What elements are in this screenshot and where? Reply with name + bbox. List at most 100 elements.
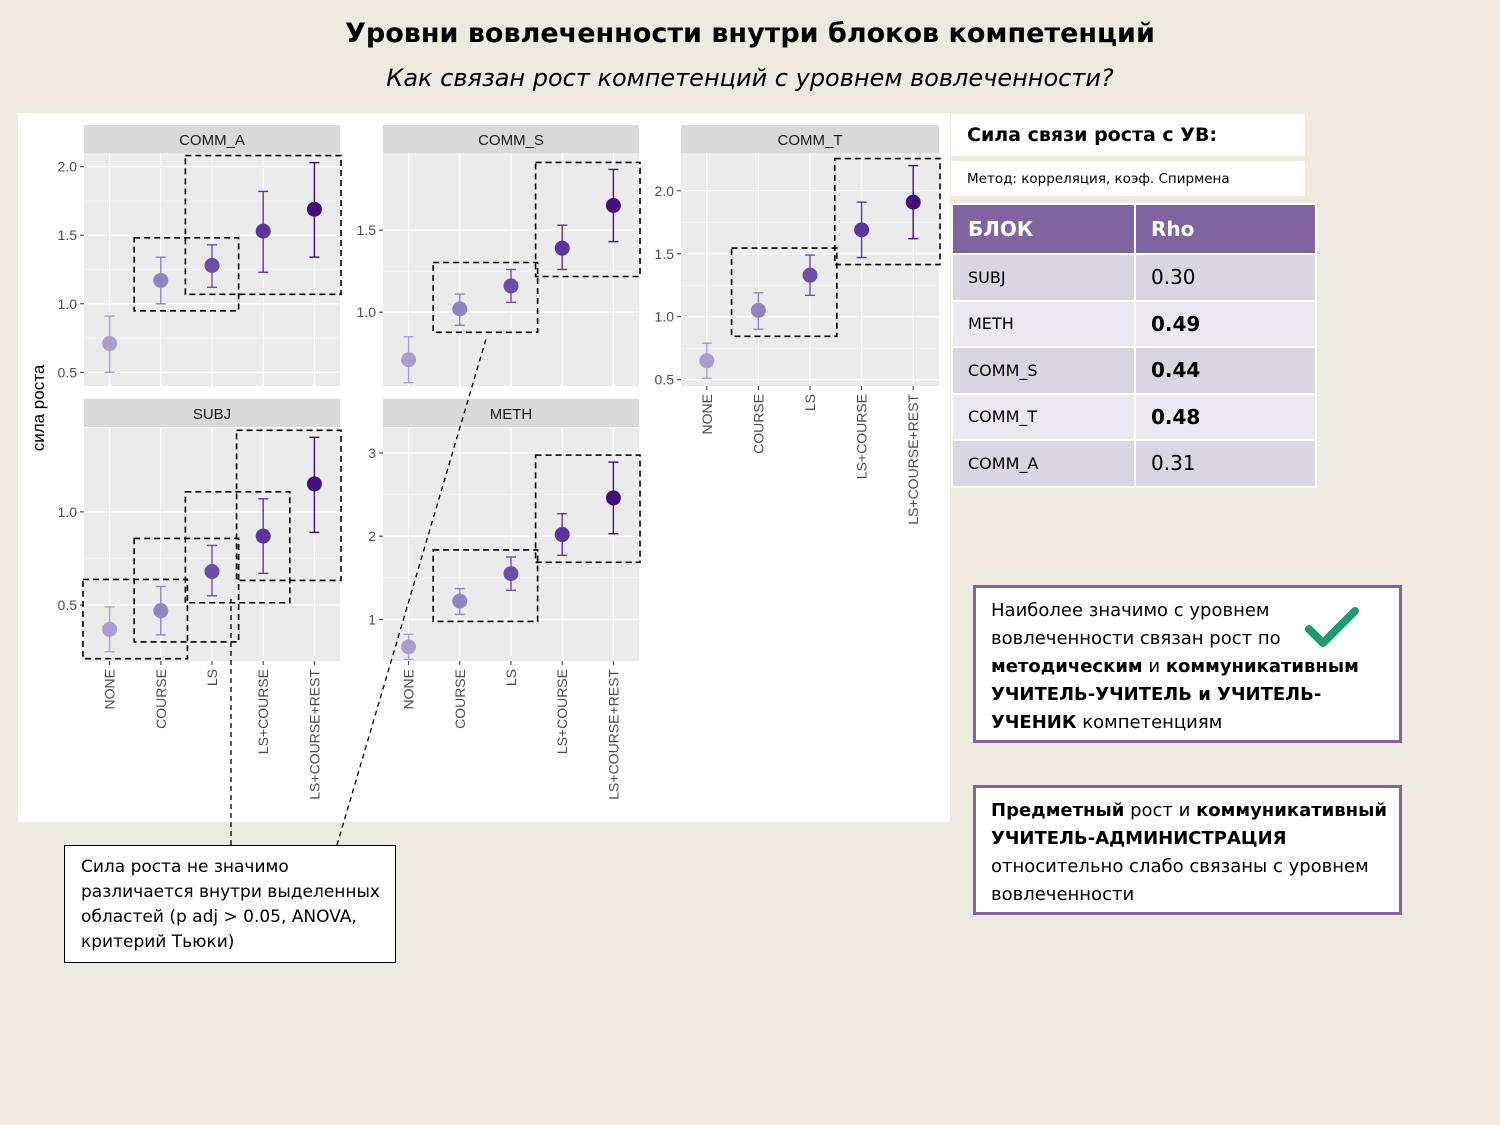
x-tick-label: LS [503, 669, 519, 686]
data-point [503, 566, 519, 582]
x-tick-label: LS [802, 394, 818, 411]
rho-block-cell: SUBJ [951, 253, 1136, 302]
conclusion-strong-callout: Наиболее значимо с уровнем вовлеченности… [973, 585, 1402, 743]
y-tick-label: 1.5 [357, 222, 377, 238]
rho-block-cell: COMM_S [951, 346, 1136, 395]
facet-meth: METH 1 2 3 NONE COURSE LS LS+COURSE LS+COURSE+RE… [368, 399, 641, 800]
table-row: COMM_S 0.44 [951, 346, 1317, 395]
faceted-plot: COMM_A 0.5 1.0 1.5 2.0 COMM_S 1.0 1.5 COMM_T 0.5 1… [18, 113, 950, 822]
data-point [699, 353, 715, 369]
facet-strip [383, 125, 639, 153]
group-box [133, 237, 240, 312]
rho-header-rho: Rho [1134, 203, 1317, 255]
rho-value-cell: 0.44 [1134, 346, 1317, 395]
x-tick-label: NONE [401, 669, 417, 709]
page-subtitle: Как связан рост компетенций с уровнем во… [386, 64, 1114, 92]
data-point [452, 301, 468, 317]
y-tick-label: 3 [368, 445, 376, 461]
group-box [730, 247, 838, 338]
data-point [102, 621, 118, 637]
data-point [605, 198, 621, 214]
data-point [255, 528, 271, 544]
data-point [204, 564, 220, 580]
check-icon [1305, 607, 1359, 647]
rho-value-cell: 0.30 [1134, 253, 1317, 302]
group-box [184, 154, 342, 296]
callout-text: компетенциям [1076, 712, 1223, 733]
rho-header-block: БЛОК [951, 203, 1136, 255]
callout-text: относительно слабо связаны с уровнем вов… [991, 856, 1369, 905]
facet-strip [681, 125, 939, 153]
table-row: METH 0.49 [951, 299, 1317, 348]
group-box [534, 454, 641, 564]
x-tick-label: LS+COURSE [554, 669, 570, 754]
data-point [905, 194, 921, 210]
x-tick-label: LS+COURSE+REST [905, 394, 921, 525]
group-box [833, 157, 941, 266]
data-point [102, 336, 118, 352]
y-tick-label: 1.5 [58, 227, 78, 243]
group-box [432, 261, 539, 334]
y-tick-label: 1.0 [58, 296, 78, 312]
data-point [306, 476, 322, 492]
data-point [401, 639, 417, 655]
table-row: SUBJ 0.30 [951, 253, 1317, 302]
callout-bold-text: методическим [991, 656, 1143, 677]
x-tick-label: LS+COURSE+REST [306, 669, 322, 800]
y-axis-title: сила роста [29, 364, 48, 451]
facet-strip-label: SUBJ [193, 406, 231, 423]
facet-strip-label: COMM_T [778, 132, 843, 149]
rho-table: БЛОК Rho SUBJ 0.30 METH 0.49 COMM_S 0.44… [951, 203, 1317, 488]
facet-strip [84, 399, 340, 427]
data-point [802, 267, 818, 283]
facet-comm-s: COMM_S 1.0 1.5 [357, 125, 641, 386]
significance-note: Сила роста не значимо различается внутри… [64, 845, 396, 963]
correlation-title: Сила связи роста с УВ: [951, 114, 1305, 156]
facet-comm-a: COMM_A 0.5 1.0 1.5 2.0 [58, 125, 342, 386]
facet-comm-t: COMM_T 0.5 1.0 1.5 2.0 NONE COURSE LS LS+COURSE L… [655, 125, 941, 525]
table-row: COMM_A 0.31 [951, 439, 1317, 488]
conclusion-weak-callout: Предметный рост и коммуникативный УЧИТЕЛ… [973, 785, 1402, 915]
y-tick-label: 2.0 [58, 159, 78, 175]
x-tick-label: COURSE [750, 394, 766, 454]
y-tick-label: 0.5 [655, 372, 675, 388]
x-tick-label: COURSE [153, 669, 169, 729]
x-tick-label: COURSE [452, 669, 468, 729]
y-tick-label: 1.0 [655, 309, 675, 325]
page-title: Уровни вовлеченности внутри блоков компе… [345, 18, 1155, 49]
rho-table-header: БЛОК Rho [951, 203, 1317, 255]
group-box [133, 537, 240, 643]
rho-block-cell: COMM_T [951, 392, 1136, 441]
data-point [605, 490, 621, 506]
data-point [401, 352, 417, 368]
x-tick-label: LS [204, 669, 220, 686]
x-tick-label: NONE [102, 669, 118, 709]
group-box [82, 578, 189, 660]
callout-bold-text: коммуникативным УЧИТЕЛЬ-УЧИТЕЛЬ и УЧИТЕЛ… [991, 656, 1359, 733]
y-tick-label: 2 [368, 528, 376, 544]
callout-text: и [1142, 656, 1166, 677]
callout-text: Наиболее значимо с уровнем вовлеченности… [991, 600, 1281, 649]
facet-strip-label: COMM_A [179, 132, 245, 149]
rho-block-cell: METH [951, 299, 1136, 348]
data-point [503, 278, 519, 294]
callout-bold-text: Предметный [991, 800, 1125, 821]
rho-value-cell: 0.49 [1134, 299, 1317, 348]
group-box [235, 429, 342, 582]
correlation-method: Метод: корреляция, коэф. Спирмена [951, 161, 1305, 196]
group-box [534, 161, 641, 278]
y-tick-label: 1.5 [655, 246, 675, 262]
rho-value-cell: 0.31 [1134, 439, 1317, 488]
x-tick-label: NONE [699, 394, 715, 434]
x-tick-label: LS+COURSE [255, 669, 271, 754]
data-point [153, 603, 169, 619]
data-point [854, 222, 870, 238]
data-point [306, 201, 322, 217]
faceted-plot-svg: COMM_A 0.5 1.0 1.5 2.0 COMM_S 1.0 1.5 COMM_T 0.5 1… [29, 125, 941, 800]
x-tick-label: LS+COURSE [854, 394, 870, 479]
y-tick-label: 2.0 [655, 183, 675, 199]
rho-block-cell: COMM_A [951, 439, 1136, 488]
y-tick-label: 1 [368, 611, 376, 627]
data-point [255, 223, 271, 239]
facet-strip-label: COMM_S [478, 132, 544, 149]
